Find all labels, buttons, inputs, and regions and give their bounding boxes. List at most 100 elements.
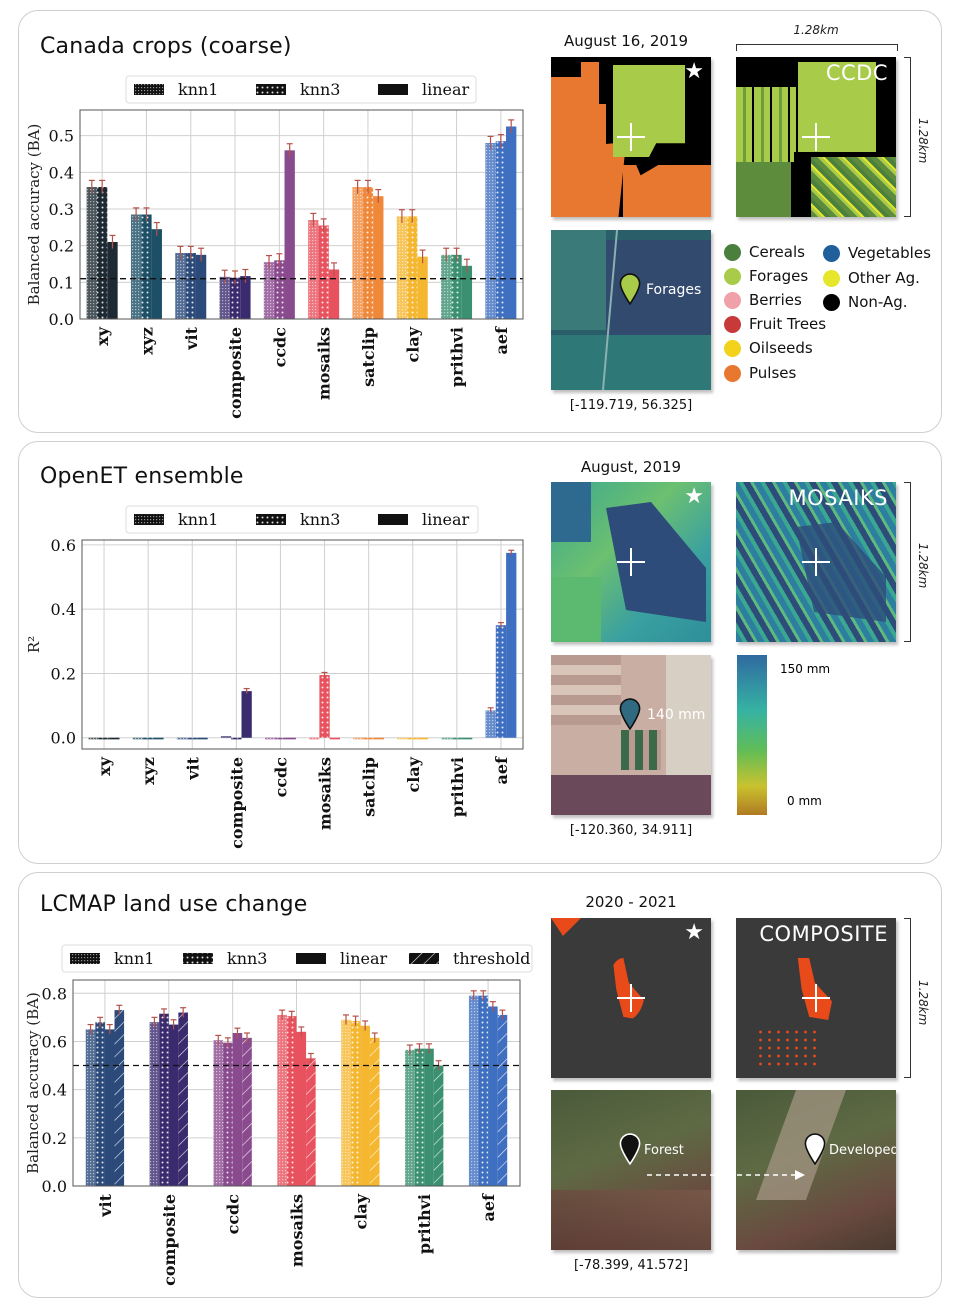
bar-pattern xyxy=(132,737,144,740)
x-tick-label: xy xyxy=(93,326,112,346)
bar-pattern xyxy=(143,737,154,740)
x-tick-label: aef xyxy=(492,326,511,355)
bar-pattern xyxy=(441,737,452,740)
legend-item: Vegetables xyxy=(823,244,931,262)
vertical-scale-bar xyxy=(904,918,911,1078)
color-swatch xyxy=(724,339,741,357)
x-tick-label: xyz xyxy=(139,757,158,785)
x-tick-label: xy xyxy=(95,756,114,776)
bar-pattern xyxy=(277,1014,287,1186)
y-tick-label: 0.2 xyxy=(42,1129,67,1148)
bar-pattern xyxy=(362,187,374,319)
bar-pattern xyxy=(461,737,473,740)
x-tick-label: vit xyxy=(183,756,202,780)
bar-pattern xyxy=(328,269,340,319)
dashed-arrow-icon xyxy=(647,1170,805,1180)
legend-label: Cereals xyxy=(749,243,805,261)
satellite-image-after: Developed xyxy=(736,1090,896,1250)
bar-pattern xyxy=(373,737,385,740)
bar-pattern xyxy=(350,1020,361,1186)
satellite-image-before: Forest xyxy=(551,1090,711,1250)
plot-frame xyxy=(79,109,524,320)
bar-pattern xyxy=(241,691,252,738)
bar-pattern xyxy=(360,1025,370,1186)
x-tick-label: satclip xyxy=(360,757,379,817)
et-colorbar xyxy=(737,655,767,815)
star-icon: ★ xyxy=(684,920,704,945)
legend-swatch-pattern xyxy=(256,514,286,525)
legend-swatch-pattern xyxy=(134,84,164,95)
color-swatch xyxy=(823,244,840,262)
ground-truth-change-map: ★ xyxy=(551,918,711,1078)
legend-label: knn3 xyxy=(300,80,340,99)
bar-pattern xyxy=(141,214,152,319)
legend-label: Oilseeds xyxy=(749,339,813,357)
composite-prediction-map: COMPOSITE xyxy=(736,918,896,1078)
bar-pattern xyxy=(185,253,196,319)
bar-pattern xyxy=(296,1031,307,1186)
x-tick-label: composite xyxy=(227,757,246,849)
y-tick-label: 0.2 xyxy=(49,237,74,256)
panel-title: OpenET ensemble xyxy=(40,464,244,489)
y-tick-label: 0.2 xyxy=(51,664,76,683)
bar-pattern xyxy=(329,737,340,740)
bar-pattern xyxy=(232,1033,243,1186)
bar-pattern xyxy=(286,1016,297,1186)
y-tick-label: 0.3 xyxy=(49,200,74,219)
bar-pattern xyxy=(414,1048,425,1186)
legend-swatch-pattern xyxy=(296,953,326,964)
legend-label: knn1 xyxy=(178,80,218,99)
legend-swatch-pattern xyxy=(183,953,213,964)
bar-pattern xyxy=(219,276,230,319)
vertical-scale-label: 1.28km xyxy=(916,118,930,164)
x-tick-label: prithvi xyxy=(448,757,467,817)
bar-pattern xyxy=(231,737,242,740)
bar-pattern xyxy=(176,737,188,740)
y-tick-label: 0.5 xyxy=(49,127,74,146)
bar-pattern xyxy=(478,995,489,1186)
bar-pattern xyxy=(263,262,275,319)
model-label: MOSAIKS xyxy=(788,486,888,510)
x-tick-label: composite xyxy=(226,327,245,419)
bar-pattern xyxy=(86,187,97,319)
x-tick-label: prithvi xyxy=(448,327,467,387)
x-tick-label: ccdc xyxy=(271,757,290,798)
bar-pattern xyxy=(306,1058,316,1186)
bar-pattern xyxy=(468,995,479,1186)
bar-pattern xyxy=(319,675,330,738)
legend-label: linear xyxy=(422,80,470,99)
legend-swatch-pattern xyxy=(134,514,164,525)
legend-frame xyxy=(125,75,477,104)
pin-label: Developed xyxy=(829,1143,896,1158)
bar-pattern xyxy=(284,150,295,319)
bar-pattern xyxy=(149,1022,160,1186)
star-icon: ★ xyxy=(684,484,704,509)
y-axis-label: Balanced accuracy (BA) xyxy=(24,992,42,1174)
bar-pattern xyxy=(95,1022,105,1186)
legend-label: linear xyxy=(422,510,470,529)
bar-pattern xyxy=(318,225,329,319)
x-tick-label: mosaiks xyxy=(316,757,335,830)
bar-pattern xyxy=(397,737,408,740)
satellite-image: 140 mm xyxy=(551,655,711,815)
map-pin-icon xyxy=(619,1133,641,1165)
map-pin-icon xyxy=(619,698,641,730)
legend-label: Pulses xyxy=(749,364,797,382)
bar-pattern xyxy=(274,260,285,319)
y-tick-label: 0.8 xyxy=(42,984,67,1003)
pin-label: Forest xyxy=(644,1143,684,1158)
legend-item: Fruit Trees xyxy=(724,315,826,333)
legend-swatch-pattern xyxy=(378,514,408,525)
bar-pattern xyxy=(485,710,496,738)
bar-pattern xyxy=(114,1010,125,1186)
bar-pattern xyxy=(407,737,418,740)
bar-pattern xyxy=(104,1029,115,1186)
legend-item: Pulses xyxy=(724,364,796,382)
y-tick-label: 0.0 xyxy=(51,729,76,748)
legend-label: knn3 xyxy=(300,510,340,529)
color-swatch xyxy=(724,364,741,382)
bar-pattern xyxy=(168,1024,179,1186)
plot-frame xyxy=(72,979,521,1187)
bar-pattern xyxy=(407,216,418,319)
bar-pattern xyxy=(485,143,496,319)
